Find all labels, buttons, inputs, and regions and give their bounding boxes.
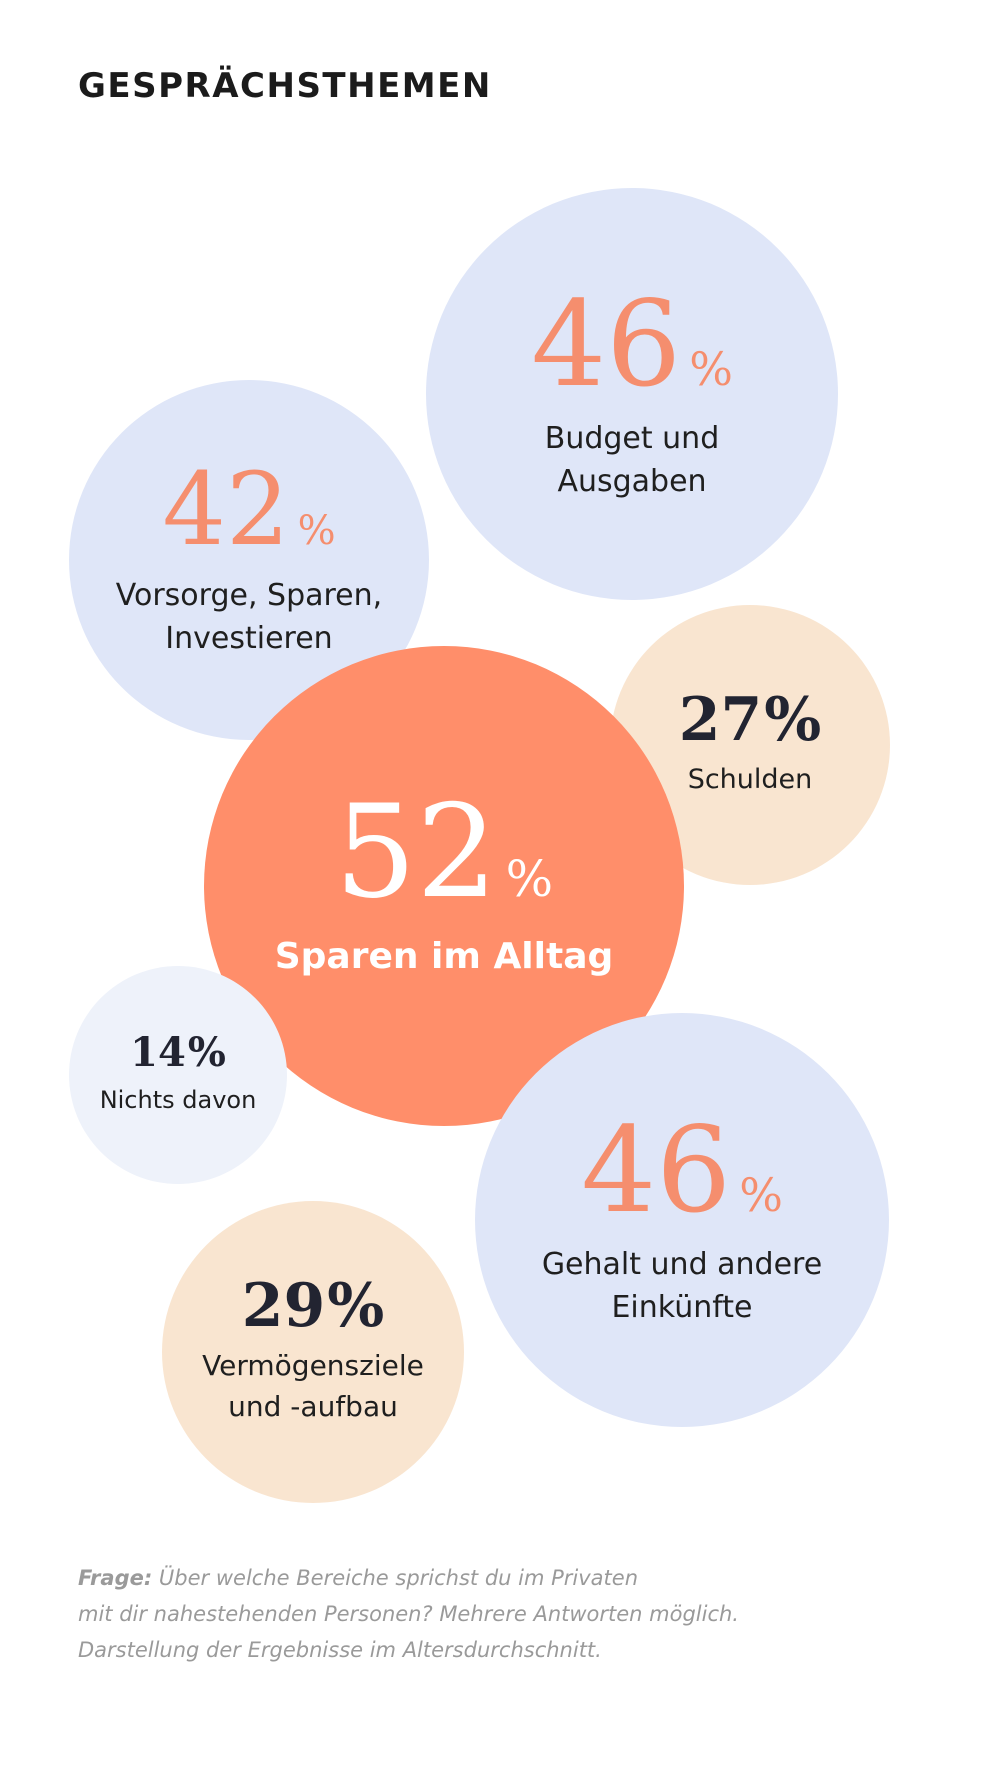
bubble-number: 27	[678, 685, 763, 756]
bubble-value: 46%	[581, 1111, 783, 1229]
percent-sign: %	[505, 849, 554, 908]
bubble-7: 29% Vermögensziele und -aufbau	[162, 1201, 464, 1503]
bubble-number: 29	[241, 1271, 326, 1342]
percent-sign: %	[327, 1271, 385, 1342]
percent-sign: %	[764, 685, 822, 756]
bubble-1: 46% Budget und Ausgaben	[426, 188, 838, 600]
bubble-label-line: Nichts davon	[99, 1085, 257, 1114]
bubble-5: 14% Nichts davon	[69, 966, 287, 1184]
footnote: Frage: Über welche Bereiche sprichst du …	[78, 1560, 918, 1668]
bubble-label-line: Vermögensziele	[202, 1349, 424, 1383]
bubble-number: 46	[581, 1100, 732, 1239]
bubble-label: Sparen im Alltag	[275, 931, 614, 983]
bubble-2: 42% Vorsorge, Sparen, Investieren	[69, 380, 429, 740]
bubble-label: Gehalt und andere Einkünfte	[542, 1243, 822, 1330]
percent-sign: %	[739, 1167, 783, 1222]
bubble-6: 46% Gehalt und andere Einkünfte	[475, 1013, 889, 1427]
bubble-label-line: Sparen im Alltag	[274, 935, 614, 977]
bubble-number: 46	[531, 274, 682, 413]
bubble-value: 42%	[162, 450, 336, 568]
footnote-line-3: Darstellung der Ergebnisse im Altersdurc…	[78, 1638, 602, 1662]
bubble-value: 27%	[679, 690, 822, 750]
bubble-label: Vermögensziele und -aufbau	[202, 1346, 424, 1427]
footnote-text-1: Über welche Bereiche sprichst du im Priv…	[152, 1566, 639, 1590]
bubble-value: 52%	[334, 777, 554, 927]
bubble-label-line: Schulden	[687, 764, 813, 796]
bubble-label-line: Vorsorge, Sparen,	[115, 577, 383, 613]
percent-sign: %	[297, 507, 336, 554]
bubble-label-line: Einkünfte	[611, 1290, 753, 1325]
bubble-value: 46%	[531, 285, 733, 403]
bubble-label-line: Investieren	[165, 621, 333, 656]
page-title: GESPRÄCHSTHEMEN	[78, 66, 492, 106]
bubble-label: Budget und Ausgaben	[545, 417, 720, 504]
percent-sign: %	[689, 341, 733, 396]
bubble-label-line: Budget und	[544, 420, 720, 456]
bubble-label: Schulden	[688, 760, 813, 799]
bubble-label: Vorsorge, Sparen, Investieren	[116, 574, 382, 661]
footnote-lead: Frage:	[78, 1566, 153, 1590]
bubble-label-line: Gehalt und andere	[541, 1246, 823, 1282]
bubble-number: 52	[334, 777, 498, 927]
bubble-label-line: Ausgaben	[557, 464, 707, 499]
bubble-value: 29%	[242, 1276, 385, 1336]
bubble-value: 14%	[130, 1028, 226, 1076]
bubble-number: 14	[130, 1028, 186, 1076]
bubble-number: 42	[162, 450, 290, 568]
bubble-label-line: und -aufbau	[228, 1390, 398, 1423]
footnote-line-2: mit dir nahestehenden Personen? Mehrere …	[78, 1602, 739, 1626]
footnote-line-1: Frage: Über welche Bereiche sprichst du …	[78, 1560, 918, 1596]
percent-sign: %	[187, 1028, 226, 1076]
bubble-label: Nichts davon	[100, 1083, 257, 1118]
